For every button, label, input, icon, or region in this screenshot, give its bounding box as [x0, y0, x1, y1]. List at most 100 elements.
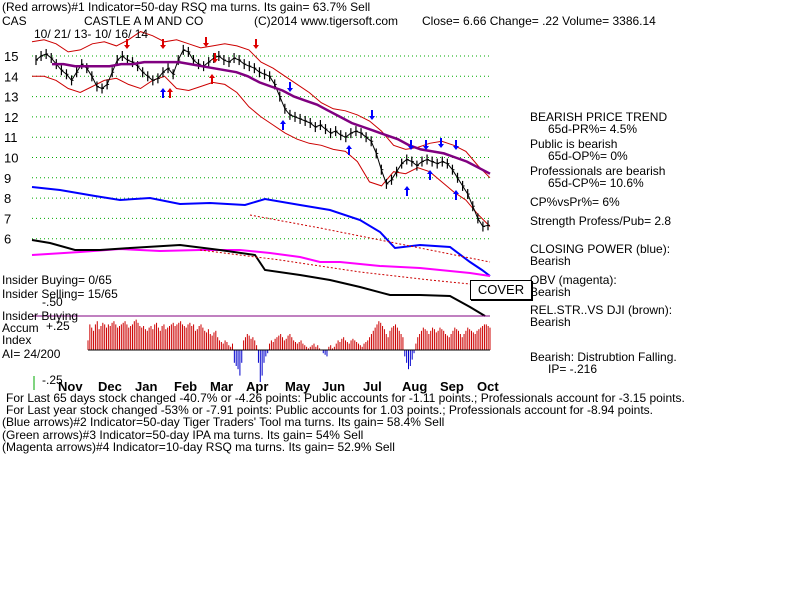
sell-arrow-blue: [438, 138, 444, 148]
company-name: CASTLE A M AND CO: [84, 14, 204, 28]
y-tick-label: 6: [4, 232, 11, 247]
sell-arrow-red: [253, 39, 259, 49]
closing-power-label: CLOSING POWER (blue):: [530, 242, 671, 256]
y-tick-label: 12: [4, 110, 18, 125]
arrow-head: [423, 146, 429, 150]
date-range: 10/ 21/ 13- 10/ 16/ 14: [34, 27, 149, 41]
x-month-label: Aug: [402, 379, 427, 394]
relstr-state: Bearish: [530, 315, 571, 329]
moving-average-line: [52, 60, 491, 175]
accum-plus-25: +.25: [46, 319, 70, 333]
closing-power-state: Bearish: [530, 254, 571, 268]
arrow-head: [453, 190, 459, 194]
buy-arrow-blue: [453, 190, 459, 200]
y-tick-label: 11: [4, 130, 18, 145]
obv-label: OBV (magenta):: [530, 273, 617, 287]
arrow-head: [124, 45, 130, 49]
accumulation-index-histogram: [33, 319, 491, 390]
buy-arrow-red: [167, 88, 173, 98]
x-month-label: Jun: [322, 379, 345, 394]
x-month-label: Oct: [477, 379, 499, 394]
arrow-head: [203, 43, 209, 47]
quote-summary: Close= 6.66 Change= .22 Volume= 3386.14: [422, 14, 656, 28]
footer-65day: For Last 65 days stock changed -40.7% or…: [6, 391, 685, 405]
arrow-head: [280, 120, 286, 124]
strength-ratio: Strength Profess/Pub= 2.8: [530, 214, 672, 228]
cover-button-label: COVER: [477, 282, 525, 297]
pr-value: 65d-PR%= 4.5%: [548, 122, 638, 136]
closing-power-line: [31, 186, 491, 277]
insider-minus-50: -.50: [42, 295, 63, 309]
arrow-head: [209, 74, 215, 78]
buy-arrow-red: [209, 74, 215, 84]
arrow-head: [160, 88, 166, 92]
x-month-label: May: [285, 379, 311, 394]
accum-label: Accum: [2, 321, 39, 335]
arrow-head: [369, 116, 375, 120]
copyright-text: (C)2014 www.tigersoft.com: [254, 14, 399, 28]
sell-arrow-blue: [408, 140, 414, 150]
arrow-head: [212, 59, 218, 63]
op-value: 65d-OP%= 0%: [548, 149, 628, 163]
sell-arrow-red: [212, 53, 218, 63]
buy-arrow-blue: [427, 170, 433, 180]
public-status: Public is bearish: [530, 137, 618, 151]
relative-strength-line: [31, 239, 486, 317]
magenta-arrows-legend: (Magenta arrows)#4 Indicator=10-day RSQ …: [2, 440, 395, 454]
accum-minus-25: -.25: [42, 373, 63, 387]
arrow-head: [453, 146, 459, 150]
relstr-label: REL.STR..VS DJI (brown):: [530, 303, 673, 317]
y-tick-label: 7: [4, 211, 11, 226]
arrow-head: [404, 186, 410, 190]
blue-arrows-legend: (Blue arrows)#2 Indicator=50-day Tiger T…: [2, 415, 445, 429]
price-y-axis-labels: 15 14 13 12 11 10 9 8 7 6: [4, 49, 18, 247]
sell-arrow-red: [160, 39, 166, 49]
red-arrows-legend: (Red arrows)#1 Indicator=50-day RSQ ma t…: [2, 0, 371, 14]
sell-arrow-blue: [423, 140, 429, 150]
ip-value: IP= -.216: [548, 362, 598, 376]
sell-arrow-red: [203, 37, 209, 47]
arrow-head: [408, 146, 414, 150]
arrow-head: [287, 88, 293, 92]
x-month-label: Mar: [210, 379, 233, 394]
y-tick-label: 9: [4, 171, 11, 186]
y-tick-label: 13: [4, 90, 18, 105]
buy-arrow-blue: [280, 120, 286, 130]
x-month-label: Sep: [440, 379, 464, 394]
arrow-head: [167, 88, 173, 92]
x-month-label: Jan: [135, 379, 157, 394]
signal-arrows: [124, 37, 459, 200]
trend-title: BEARISH PRICE TREND: [530, 110, 668, 124]
closing-power-ma-line: [249, 214, 491, 263]
professionals-status: Professionals are bearish: [530, 164, 666, 178]
obv-ma-line: [199, 249, 491, 287]
indicator-lines: [31, 186, 491, 317]
lower-band-line: [32, 75, 491, 227]
insider-buying-label: Insider Buying: [2, 309, 79, 323]
x-axis-month-labels: Nov Dec Jan Feb Mar Apr May Jun Jul Aug Sep Oct: [58, 379, 499, 394]
arrow-head: [160, 45, 166, 49]
accum-ai-value: AI= 24/200: [2, 347, 61, 361]
sell-arrow-blue: [287, 82, 293, 92]
x-month-label: Dec: [98, 379, 122, 394]
price-series: [35, 44, 491, 232]
buy-arrow-blue: [346, 145, 352, 155]
sell-arrow-blue: [453, 140, 459, 150]
accum-index-label: Index: [2, 333, 32, 347]
distribution-status: Bearish: Distrubtion Falling.: [530, 350, 677, 364]
cover-button[interactable]: COVER: [470, 280, 532, 300]
upper-band-line: [31, 31, 491, 179]
buy-arrow-blue: [404, 186, 410, 196]
x-month-label: Jul: [363, 379, 382, 394]
x-month-label: Nov: [58, 379, 83, 394]
footer-year: For Last year stock changed -53% or -7.9…: [6, 403, 654, 417]
cp-vs-pr: CP%vsPr%= 6%: [530, 195, 620, 209]
obv-line: [31, 247, 491, 277]
arrow-head: [346, 145, 352, 149]
price-close-line: [35, 49, 489, 228]
y-tick-label: 15: [4, 49, 18, 64]
sell-arrow-blue: [369, 110, 375, 120]
y-tick-label: 10: [4, 151, 18, 166]
insider-selling-count: Insider Selling= 15/65: [2, 287, 118, 301]
